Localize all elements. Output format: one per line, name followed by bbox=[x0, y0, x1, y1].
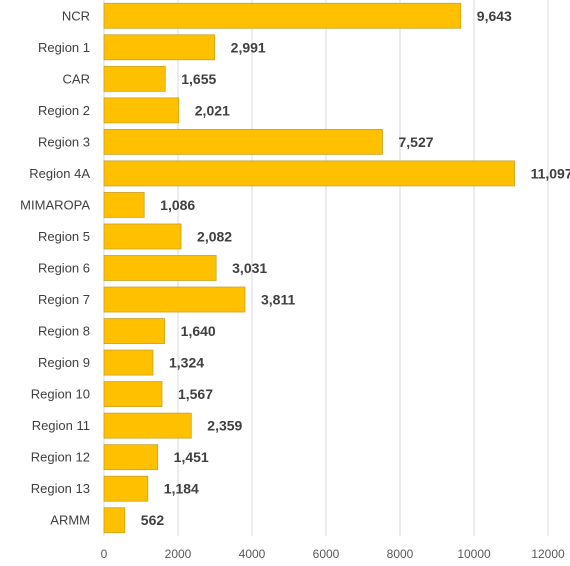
value-label: 11,097 bbox=[531, 165, 570, 181]
category-label: ARMM bbox=[50, 513, 90, 528]
value-label: 2,082 bbox=[197, 228, 232, 244]
category-label: CAR bbox=[63, 71, 90, 86]
value-label: 1,567 bbox=[178, 386, 213, 402]
category-label: Region 8 bbox=[38, 324, 90, 339]
value-label: 1,640 bbox=[181, 323, 216, 339]
value-label: 7,527 bbox=[398, 134, 433, 150]
bar bbox=[103, 475, 149, 502]
x-tick-label: 6000 bbox=[313, 547, 340, 561]
value-label: 3,811 bbox=[261, 292, 295, 308]
value-label: 562 bbox=[141, 512, 165, 528]
bar bbox=[103, 286, 246, 313]
bar bbox=[103, 381, 163, 408]
value-label: 2,359 bbox=[207, 418, 242, 434]
x-tick-label: 12000 bbox=[531, 547, 565, 561]
bar bbox=[103, 349, 154, 376]
bar bbox=[103, 192, 145, 218]
bar bbox=[103, 160, 515, 187]
bar bbox=[103, 223, 182, 250]
value-label: 1,324 bbox=[169, 355, 204, 371]
bar bbox=[103, 318, 166, 344]
category-label: MIMAROPA bbox=[20, 197, 90, 212]
value-label: 1,451 bbox=[174, 449, 209, 465]
gridlines bbox=[103, 0, 549, 536]
bar bbox=[103, 97, 180, 124]
bars bbox=[103, 2, 515, 534]
category-labels: NCR Region 1 CAR Region 2 Region 3 Region 4A M… bbox=[20, 8, 90, 527]
bar bbox=[103, 255, 217, 281]
value-label: 1,184 bbox=[164, 481, 199, 497]
category-label: Region 4A bbox=[29, 166, 90, 181]
bar bbox=[103, 128, 383, 155]
category-label: Region 1 bbox=[38, 40, 90, 55]
bar bbox=[103, 2, 462, 29]
category-label: Region 3 bbox=[38, 134, 90, 149]
value-label: 2,991 bbox=[231, 39, 266, 55]
x-tick-label: 10000 bbox=[457, 547, 491, 561]
bar bbox=[103, 34, 216, 61]
category-label: Region 11 bbox=[32, 418, 90, 433]
category-label: Region 10 bbox=[31, 387, 90, 402]
value-label: 3,031 bbox=[232, 260, 267, 276]
x-tick-label: 2000 bbox=[165, 547, 192, 561]
category-label: Region 7 bbox=[38, 292, 90, 307]
bar bbox=[103, 412, 192, 439]
category-label: Region 6 bbox=[38, 261, 90, 276]
category-label: Region 5 bbox=[38, 229, 90, 244]
category-label: Region 13 bbox=[31, 481, 90, 496]
value-label: 1,086 bbox=[160, 197, 195, 213]
value-labels: 9,643 2,991 1,655 2,021 7,527 11,097 1,0862,08… bbox=[141, 8, 570, 528]
value-label: 1,655 bbox=[181, 71, 216, 87]
value-label: 9,643 bbox=[477, 8, 512, 24]
bar bbox=[103, 507, 126, 534]
bar bbox=[103, 65, 166, 92]
category-label: Region 12 bbox=[31, 450, 90, 465]
x-tick-label: 8000 bbox=[387, 547, 414, 561]
x-tick-label: 4000 bbox=[239, 547, 266, 561]
x-axis-tick-labels: 0 2000 4000 6000 8000 10000 12000 bbox=[101, 547, 565, 561]
x-tick-label: 0 bbox=[101, 547, 108, 561]
category-label: Region 2 bbox=[38, 103, 90, 118]
value-label: 2,021 bbox=[195, 102, 230, 118]
bar bbox=[103, 444, 159, 471]
category-label: NCR bbox=[62, 8, 90, 23]
category-label: Region 9 bbox=[38, 355, 90, 370]
